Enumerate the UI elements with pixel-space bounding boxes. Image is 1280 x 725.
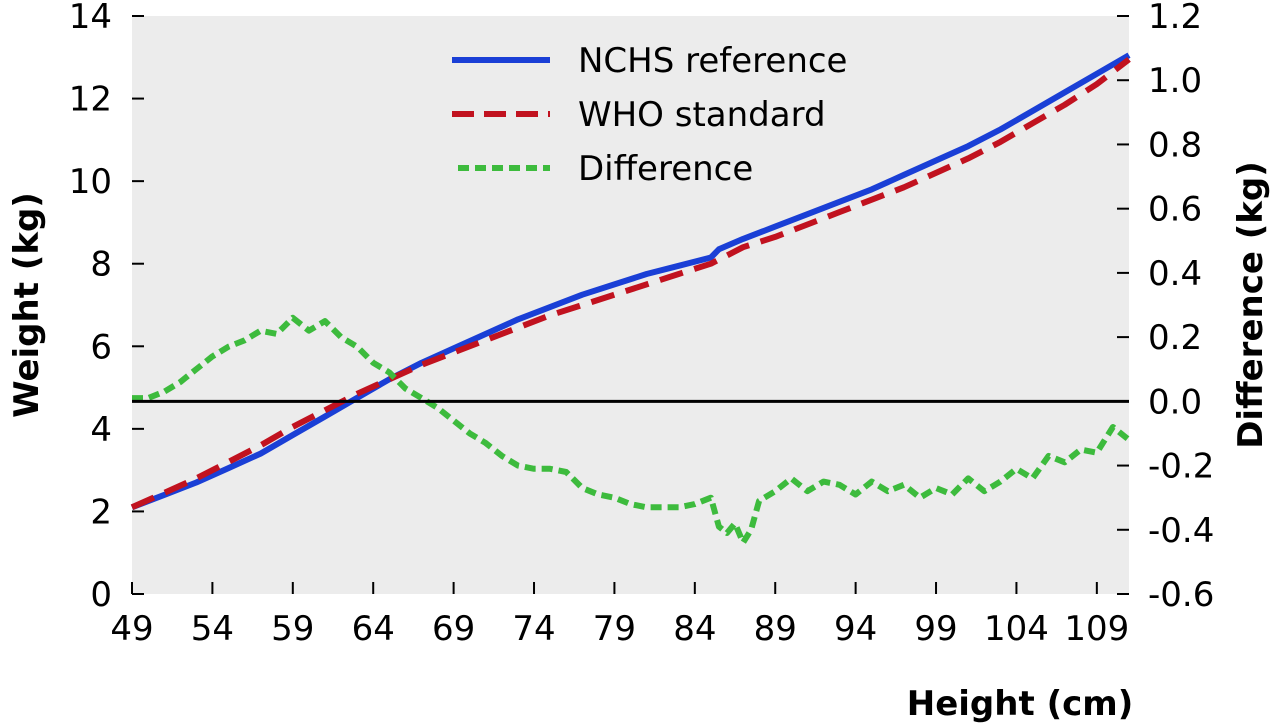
y-left-tick-label: 6 <box>90 327 112 367</box>
y-right-tick-label: 1.0 <box>1148 61 1202 101</box>
series-line-nchs-reference <box>130 52 1131 511</box>
y-right-tick-label: 0.2 <box>1148 318 1202 358</box>
y-left-tick-label: 2 <box>90 492 112 532</box>
y-left-axis-title: Weight (kg) <box>7 192 47 418</box>
y-right-tick-label: 0.8 <box>1148 125 1202 165</box>
x-tick-label: 79 <box>593 609 636 649</box>
y-right-tick-label: 0.0 <box>1148 382 1202 422</box>
y-right-tick-label: 0.4 <box>1148 254 1202 294</box>
x-axis-ticks: 49 54 59 64 69 74 79 84 89 94 99 104 109 <box>110 582 1129 649</box>
series-line-who-standard <box>130 57 1131 511</box>
y-left-tick-label: 10 <box>69 162 112 202</box>
x-tick-label: 49 <box>110 609 153 649</box>
legend: NCHS reference WHO standard Difference <box>452 41 847 189</box>
x-tick-label: 89 <box>754 609 797 649</box>
plot-lines <box>130 52 1131 546</box>
y-left-tick-label: 12 <box>69 80 112 120</box>
y-left-axis-ticks: 0 2 4 6 8 10 12 14 <box>69 0 144 615</box>
plot-background <box>132 16 1129 594</box>
legend-label-difference: Difference <box>578 149 753 189</box>
y-right-axis-ticks: -0.6 -0.4 -0.2 0.0 0.2 0.4 0.6 0.8 1.0 1.2 <box>1117 0 1214 615</box>
x-tick-label: 99 <box>914 609 957 649</box>
x-tick-label: 64 <box>352 609 395 649</box>
x-axis-title: Height (cm) <box>907 684 1133 724</box>
y-right-axis-title: Difference (kg) <box>1231 161 1271 449</box>
y-right-tick-label: -0.2 <box>1148 447 1214 487</box>
y-left-tick-label: 4 <box>90 410 112 450</box>
y-left-tick-label: 14 <box>69 0 112 37</box>
x-tick-label: 69 <box>432 609 475 649</box>
y-right-tick-label: -0.4 <box>1148 511 1214 551</box>
y-left-tick-label: 0 <box>90 575 112 615</box>
x-tick-label: 94 <box>834 609 877 649</box>
y-left-tick-label: 8 <box>90 245 112 285</box>
series-line-difference <box>132 314 1131 546</box>
legend-label-who: WHO standard <box>578 95 826 135</box>
y-right-tick-label: 0.6 <box>1148 190 1202 230</box>
x-tick-label: 59 <box>271 609 314 649</box>
x-tick-label: 54 <box>191 609 234 649</box>
x-tick-label: 74 <box>512 609 555 649</box>
x-tick-label: 84 <box>673 609 716 649</box>
x-tick-label: 109 <box>1064 609 1129 649</box>
x-tick-label: 104 <box>984 609 1049 649</box>
y-right-tick-label: 1.2 <box>1148 0 1202 37</box>
legend-label-nchs: NCHS reference <box>578 41 847 81</box>
y-right-tick-label: -0.6 <box>1148 575 1214 615</box>
